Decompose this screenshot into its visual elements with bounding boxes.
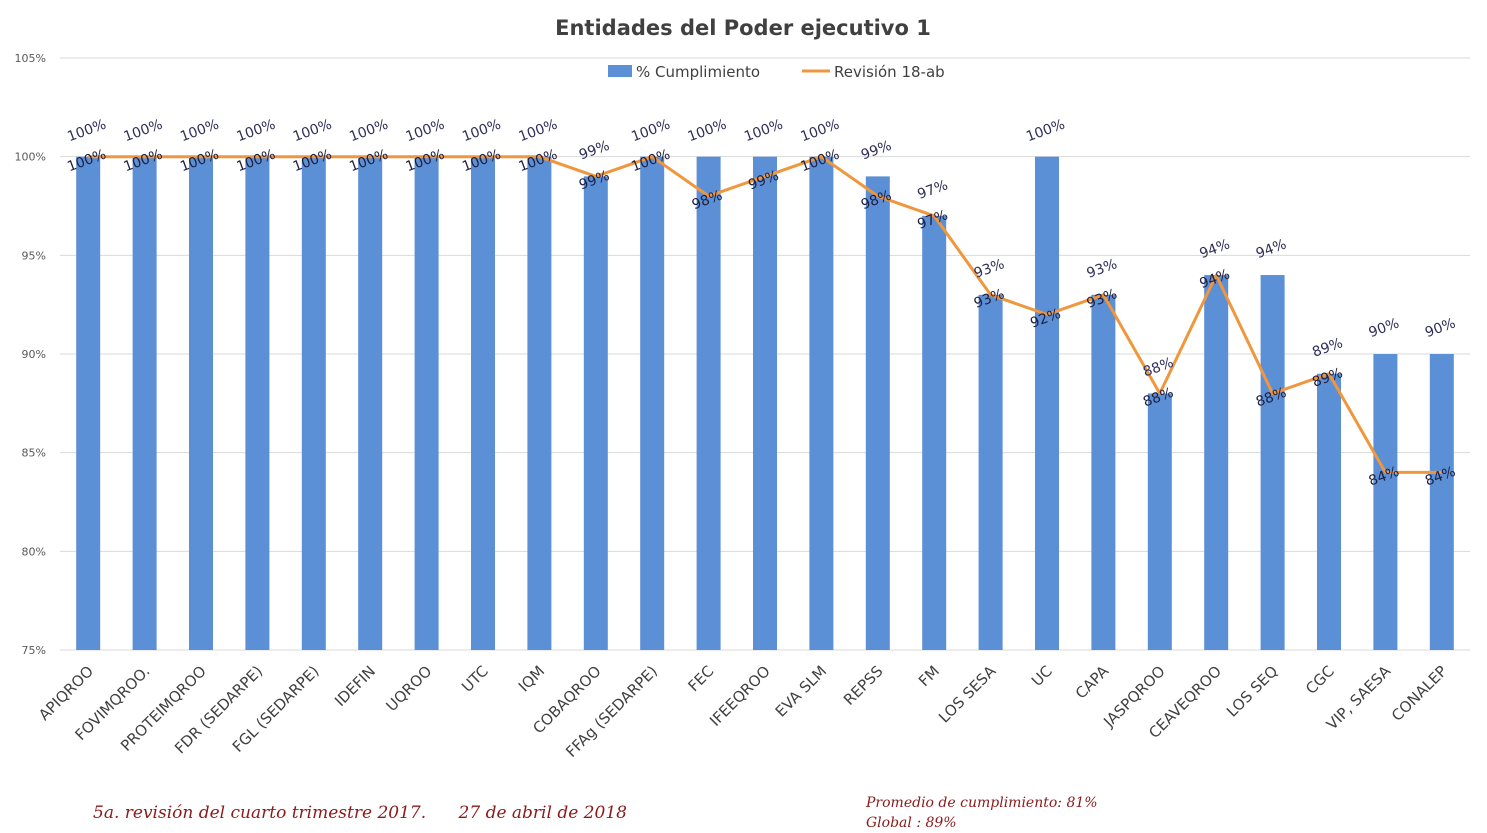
y-axis-ticks: 75% 80% 85% 90% 95% 100% 105% <box>15 52 46 657</box>
bar <box>471 156 495 650</box>
x-tick-label: UC <box>1028 662 1056 690</box>
legend-line-label: Revisión 18-ab <box>834 63 945 81</box>
bar-data-label: 97% <box>915 177 950 203</box>
x-tick-label: FM <box>915 662 943 690</box>
bar <box>301 156 326 650</box>
bar <box>1317 373 1341 650</box>
y-tick-label: 75% <box>22 644 46 657</box>
line-series <box>88 155 1442 474</box>
legend: % Cumplimiento Revisión 18-ab <box>608 63 945 81</box>
footnote-summary: Promedio de cumplimiento: 81% Global : 8… <box>866 793 1098 833</box>
bar-data-label: 93% <box>1085 256 1120 282</box>
y-tick-label: 80% <box>22 545 46 558</box>
bar <box>1429 354 1454 650</box>
bar-data-label: 88% <box>1141 355 1176 381</box>
bar <box>753 156 777 650</box>
x-tick-label: CAPA <box>1072 662 1113 703</box>
bar-series <box>76 156 1454 650</box>
x-tick-label: CONALEP <box>1388 662 1451 725</box>
bar <box>640 156 665 650</box>
x-tick-label: CGC <box>1302 662 1338 698</box>
bar <box>809 156 834 650</box>
bar <box>358 156 383 650</box>
bar <box>414 156 439 650</box>
bar <box>696 156 721 650</box>
bar <box>978 294 1003 650</box>
x-tick-label: UQROO <box>383 662 436 715</box>
bar <box>922 215 947 650</box>
bar <box>1373 354 1398 650</box>
bar-data-label: 100% <box>516 117 559 146</box>
bar-data-label: 94% <box>1254 236 1289 262</box>
x-tick-label: LOS SESA <box>935 662 1000 727</box>
x-tick-label: IFEEQROO <box>706 662 774 730</box>
footnote-review: 5a. revisión del cuarto trimestre 2017. … <box>93 803 627 823</box>
y-tick-label: 100% <box>15 151 46 164</box>
bar-data-label: 90% <box>1423 315 1458 341</box>
x-tick-label: IDEFIN <box>331 662 379 710</box>
bar <box>1260 275 1285 650</box>
bar <box>245 156 270 650</box>
bar-data-label: 100% <box>65 117 108 146</box>
average-compliance-note: Promedio de cumplimiento: 81% <box>866 795 1098 811</box>
bar <box>76 156 101 650</box>
bar-data-label: 100% <box>1024 117 1067 146</box>
bar <box>1147 393 1172 650</box>
bar-data-label: 100% <box>178 117 221 146</box>
bar <box>1035 156 1059 650</box>
bar <box>1204 275 1229 650</box>
x-tick-label: REPSS <box>840 662 887 709</box>
bar-data-label: 89% <box>1310 335 1345 361</box>
bar-data-label: 100% <box>686 117 729 146</box>
y-tick-label: 85% <box>22 447 46 460</box>
legend-bar-label: % Cumplimiento <box>636 63 760 81</box>
chart-title: Entidades del Poder ejecutivo 1 <box>555 16 931 40</box>
line-series-path <box>88 155 1442 474</box>
bar-data-label: 94% <box>1197 236 1232 262</box>
bar-data-label: 100% <box>291 117 334 146</box>
bar-data-label: 99% <box>859 138 894 164</box>
bar-data-label: 100% <box>460 117 503 146</box>
bar-data-label: 100% <box>347 117 390 146</box>
y-tick-label: 95% <box>22 249 46 262</box>
x-tick-label: LOS SEQ <box>1223 662 1282 721</box>
bar <box>583 176 608 650</box>
y-tick-label: 105% <box>15 52 46 65</box>
bar-data-label: 100% <box>629 117 672 146</box>
bar-data-label: 100% <box>742 117 785 146</box>
bar <box>865 176 890 650</box>
bar <box>132 156 157 650</box>
x-tick-label: FEC <box>684 662 717 695</box>
x-tick-label: EVA SLM <box>772 662 830 720</box>
x-tick-label: UTC <box>458 662 492 696</box>
legend-bar-swatch <box>608 65 632 77</box>
bar-data-label: 100% <box>234 117 277 146</box>
global-note: Global : 89% <box>866 815 957 831</box>
bar <box>1091 294 1116 650</box>
bar-data-label: 100% <box>798 117 841 146</box>
bar-data-label: 93% <box>972 256 1007 282</box>
bar-data-label: 90% <box>1367 315 1402 341</box>
bar <box>189 156 213 650</box>
bar-data-label: 100% <box>404 117 447 146</box>
x-tick-label: IQM <box>515 662 548 695</box>
bar-data-label: 99% <box>577 138 612 164</box>
bar-data-label: 100% <box>122 117 165 146</box>
bar <box>527 156 552 650</box>
y-tick-label: 90% <box>22 348 46 361</box>
